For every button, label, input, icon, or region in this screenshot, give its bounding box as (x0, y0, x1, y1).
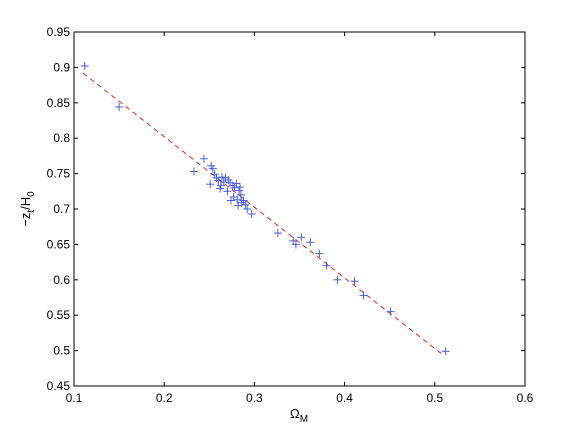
y-tick-label: 0.45 (47, 379, 71, 393)
fit-line (82, 72, 445, 356)
data-point (359, 291, 368, 300)
data-point (230, 183, 239, 192)
data-point (206, 180, 215, 189)
data-point (115, 103, 124, 112)
data-point (239, 196, 248, 205)
data-point (297, 233, 306, 242)
y-tick-label: 0.75 (47, 167, 71, 181)
x-tick-label: 0.5 (426, 391, 443, 405)
data-point (232, 179, 241, 188)
data-point (199, 154, 208, 163)
data-point (247, 209, 256, 218)
x-tick-label: 0.4 (336, 391, 353, 405)
y-tick-label: 0.7 (53, 202, 70, 216)
y-tick-label: 0.5 (53, 344, 70, 358)
y-axis-label-main: −z (18, 213, 33, 227)
x-tick-label: 0.3 (246, 391, 263, 405)
data-point (350, 277, 359, 286)
x-tick-label: 0.6 (517, 391, 534, 405)
data-point (441, 347, 450, 356)
data-point (243, 205, 252, 213)
x-axis-label-subscript: M (300, 414, 308, 425)
y-tick-label: 0.95 (47, 25, 71, 39)
y-axis-label: −zt/H0 (18, 191, 37, 227)
data-point (214, 176, 223, 185)
data-point (208, 164, 217, 173)
data-point (241, 200, 250, 209)
y-axis-label-subscript-t: t (26, 210, 37, 213)
data-point (217, 173, 226, 182)
data-point (210, 170, 219, 179)
data-point (219, 178, 228, 187)
x-axis-label-main: Ω (290, 406, 300, 421)
data-points-layer (80, 61, 450, 356)
data-point (189, 167, 198, 176)
data-point (80, 61, 89, 70)
x-tick-label: 0.2 (156, 391, 173, 405)
y-tick-label: 0.8 (53, 131, 70, 145)
data-point (386, 307, 395, 316)
x-axis-label: ΩM (290, 406, 308, 425)
data-point (315, 249, 324, 258)
x-axis-ticks: 0.1 0.2 0.3 0.4 0.5 0.6 (66, 32, 534, 405)
data-point (233, 195, 242, 204)
y-tick-label: 0.9 (53, 60, 70, 74)
data-point (235, 186, 244, 195)
y-axis-ticks: 0.45 0.5 0.55 0.6 0.65 0.7 0.75 0.8 0.85 0.9 0.95 (47, 25, 525, 393)
y-tick-label: 0.85 (47, 96, 71, 110)
data-point (273, 229, 282, 238)
data-point (228, 181, 237, 190)
data-point (322, 261, 331, 270)
data-point (306, 238, 315, 247)
x-tick-label: 0.1 (66, 391, 83, 405)
plot-background (74, 32, 525, 386)
fit-line-layer (82, 72, 445, 356)
y-axis-label-rest: /H (18, 197, 33, 210)
data-point (235, 183, 244, 192)
y-axis-label-subscript-0: 0 (26, 191, 37, 197)
y-tick-label: 0.6 (53, 273, 70, 287)
y-tick-label: 0.55 (47, 308, 71, 322)
data-point (236, 190, 245, 199)
data-point (223, 187, 232, 196)
data-point (237, 198, 246, 207)
data-point (291, 240, 300, 249)
y-tick-label: 0.65 (47, 237, 71, 251)
data-point (333, 275, 342, 284)
